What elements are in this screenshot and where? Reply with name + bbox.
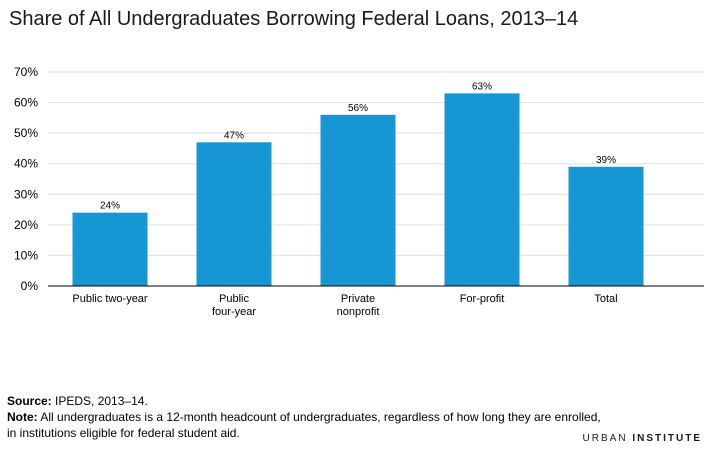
source-label: Source: <box>7 394 52 408</box>
y-tick-label: 30% <box>14 187 38 201</box>
note-label: Note: <box>7 410 38 424</box>
y-tick-label: 40% <box>14 157 38 171</box>
urban-institute-logo: URBAN INSTITUTE <box>583 433 702 444</box>
data-label: 56% <box>348 103 368 114</box>
x-category-label: four-year <box>212 306 256 318</box>
y-tick-label: 60% <box>14 96 38 110</box>
chart-title: Share of All Undergraduates Borrowing Fe… <box>9 8 579 30</box>
x-category-label: For-profit <box>460 293 505 305</box>
data-label: 39% <box>596 155 616 166</box>
data-label: 47% <box>224 130 244 141</box>
bars <box>72 93 644 287</box>
source-line: Source: IPEDS, 2013–14. <box>7 393 607 409</box>
y-tick-label: 0% <box>21 279 39 293</box>
brand-second: INSTITUTE <box>632 433 702 444</box>
note-line: Note: All undergraduates is a 12-month h… <box>7 409 607 441</box>
x-category-label: nonprofit <box>337 306 380 318</box>
x-category-label: Total <box>594 293 617 305</box>
y-tick-label: 70% <box>14 65 38 79</box>
bar <box>196 142 272 286</box>
x-category-label: Public two-year <box>72 293 148 305</box>
chart-footer: Source: IPEDS, 2013–14. Note: All underg… <box>7 393 607 441</box>
y-axis-tick-labels: 0% 10% 20% 30% 40% 50% 60% 70% <box>14 65 38 293</box>
bar <box>72 212 148 286</box>
bar <box>444 93 520 287</box>
note-text: All undergraduates is a 12-month headcou… <box>7 410 601 440</box>
data-labels: 24% 47% 56% 63% 39% <box>100 81 616 211</box>
data-label: 24% <box>100 201 120 212</box>
y-tick-label: 50% <box>14 126 38 140</box>
y-tick-label: 20% <box>14 218 38 232</box>
x-category-label: Public <box>219 293 249 305</box>
data-label: 63% <box>472 81 492 92</box>
bar <box>568 166 644 286</box>
x-category-label: Private <box>341 293 375 305</box>
source-text: IPEDS, 2013–14. <box>51 394 148 408</box>
brand-first: URBAN <box>582 433 628 444</box>
bar-chart: 0%10%20%30%40%50%60%70% 24%47%56%63%39% … <box>14 65 704 318</box>
y-tick-label: 10% <box>14 248 38 262</box>
bar <box>320 114 396 286</box>
